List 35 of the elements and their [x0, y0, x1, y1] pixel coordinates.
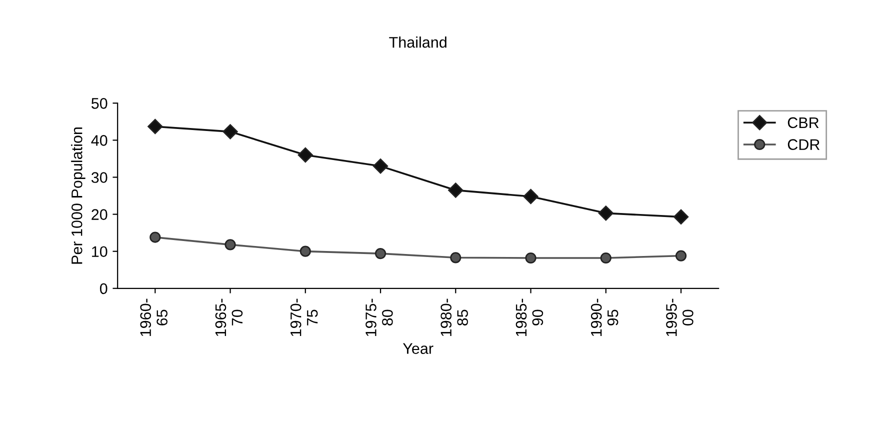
chart-title: Thailand: [389, 36, 446, 48]
x-tick-label: 1970- 75: [290, 298, 318, 336]
x-tick-label: 1975- 80: [366, 298, 393, 336]
legend-label: CBR: [788, 117, 819, 128]
point: [525, 252, 536, 264]
x-tick-label: 1960- 65: [140, 298, 168, 336]
point: [523, 188, 538, 204]
y-tick-label: 20: [92, 209, 108, 220]
x-tick-label: 1985- 90: [516, 298, 544, 336]
point: [600, 252, 612, 264]
x-tick-label: 1990- 95: [590, 298, 618, 336]
point: [598, 206, 614, 221]
y-axis-title: Per 1000 Population: [71, 128, 86, 264]
x-tick-label: 1995- 00: [666, 298, 694, 336]
point: [222, 124, 238, 140]
x-tick-label: 1965- 70: [215, 298, 243, 336]
point: [300, 246, 311, 257]
y-tick-label: 40: [91, 135, 108, 146]
point: [450, 252, 462, 264]
x-tick-label: 1980- 85: [440, 298, 468, 336]
y-tick-label: 50: [91, 98, 108, 109]
point: [448, 182, 464, 198]
legend-label: CDR: [788, 139, 820, 150]
y-tick-label: 30: [91, 172, 108, 183]
point: [374, 248, 386, 260]
point: [224, 239, 236, 250]
y-tick-label: 0: [100, 283, 108, 294]
point: [298, 147, 313, 163]
point: [148, 118, 163, 134]
x-axis-title: Year: [402, 343, 434, 354]
point: [150, 232, 161, 243]
point: [673, 209, 689, 224]
point: [675, 250, 687, 262]
y-tick-label: 10: [92, 246, 108, 258]
point: [372, 158, 388, 174]
